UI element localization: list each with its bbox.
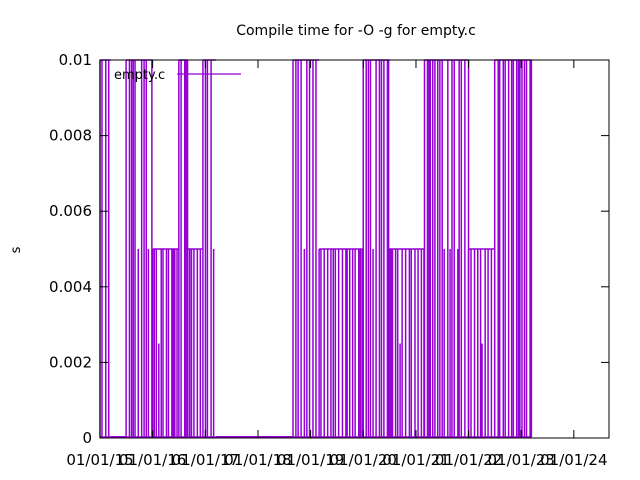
- y-axis-label: s: [9, 246, 24, 253]
- legend: empty.c: [114, 68, 241, 83]
- y-tick-label: 0.006: [49, 202, 92, 220]
- data-segment: [292, 60, 317, 437]
- data-segment: [178, 60, 189, 437]
- x-tick-label: 01/01/18: [224, 451, 291, 469]
- x-tick-label: 01/01/16: [119, 451, 186, 469]
- x-tick-label: 01/01/20: [330, 451, 397, 469]
- series-empty.c: [99, 59, 533, 438]
- data-segment: [493, 60, 533, 437]
- y-axis: 0 0.002 0.004 0.006 0.008 0.01: [49, 51, 609, 447]
- plot-frame: [99, 59, 610, 439]
- y-tick-label: 0.008: [49, 127, 92, 145]
- x-tick-label: 01/01/19: [277, 451, 344, 469]
- legend-label: empty.c: [114, 68, 165, 83]
- data-segment: [388, 249, 425, 437]
- x-tick-label: 01/01/17: [172, 451, 239, 469]
- x-axis: 01/01/1501/01/1601/01/1701/01/1801/01/19…: [66, 60, 608, 469]
- data-segment: [187, 249, 202, 437]
- data-segment: [467, 249, 493, 437]
- plot-area: [99, 59, 533, 438]
- x-tick-label: 01/01/22: [435, 451, 502, 469]
- y-tick-label: 0.01: [59, 51, 92, 69]
- data-segment: [99, 60, 110, 437]
- x-tick-label: 01/01/21: [382, 451, 449, 469]
- data-segment: [423, 60, 470, 437]
- data-segment: [125, 60, 153, 437]
- data-segment: [318, 249, 363, 437]
- chart-title: Compile time for -O -g for empty.c: [236, 23, 476, 39]
- x-tick-label: 01/01/24: [540, 451, 607, 469]
- data-segment: [362, 60, 390, 437]
- data-segment: [202, 60, 215, 437]
- x-tick-label: 01/01/23: [488, 451, 555, 469]
- y-tick-label: 0.002: [49, 353, 92, 371]
- y-tick-label: 0: [82, 429, 92, 447]
- y-tick-label: 0.004: [49, 278, 92, 296]
- data-segment: [151, 249, 178, 437]
- x-tick-label: 01/01/15: [66, 451, 133, 469]
